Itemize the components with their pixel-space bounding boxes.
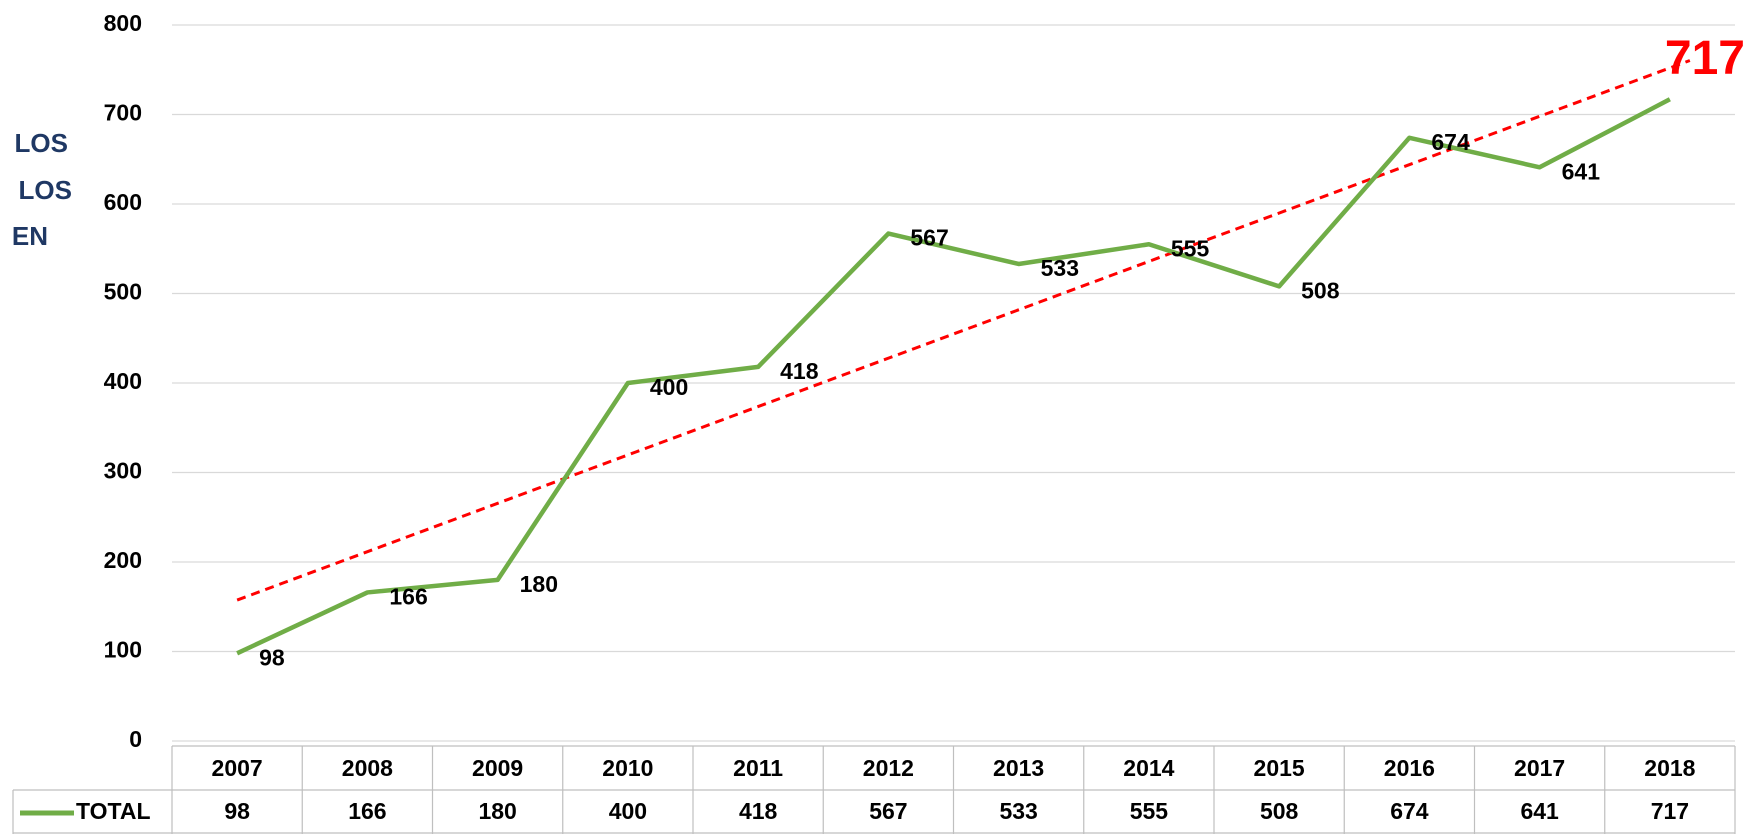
table-value: 508 <box>1260 798 1299 824</box>
y-tick-label: 100 <box>104 637 142 663</box>
data-label: 567 <box>910 225 948 251</box>
side-text: EN <box>12 221 48 251</box>
legend-label: TOTAL <box>76 798 151 824</box>
y-tick-label: 300 <box>104 458 142 484</box>
y-tick-label: 500 <box>104 279 142 305</box>
table-value: 180 <box>478 798 516 824</box>
x-tick-label: 2017 <box>1514 755 1565 781</box>
x-tick-label: 2008 <box>342 755 393 781</box>
x-tick-label: 2009 <box>472 755 523 781</box>
data-label: 555 <box>1171 235 1210 261</box>
x-tick-label: 2013 <box>993 755 1044 781</box>
table-value: 674 <box>1390 798 1429 824</box>
table-value: 400 <box>609 798 647 824</box>
data-label: 717 <box>1665 32 1745 85</box>
y-tick-label: 600 <box>104 189 142 215</box>
data-label: 508 <box>1301 277 1340 303</box>
y-tick-label: 200 <box>104 547 142 573</box>
data-label: 98 <box>259 644 285 670</box>
table-value: 418 <box>739 798 778 824</box>
x-tick-label: 2012 <box>863 755 914 781</box>
side-text: LOS <box>15 128 68 158</box>
x-tick-label: 2007 <box>212 755 263 781</box>
line-series <box>236 97 1671 656</box>
table-value: 717 <box>1651 798 1689 824</box>
data-label: 674 <box>1431 129 1470 155</box>
x-tick-label: 2010 <box>602 755 653 781</box>
x-tick-label: 2014 <box>1123 755 1174 781</box>
table-value: 555 <box>1130 798 1169 824</box>
data-label: 180 <box>520 571 558 597</box>
y-tick-label: 0 <box>129 726 142 752</box>
table-value: 533 <box>999 798 1037 824</box>
table-value: 567 <box>869 798 907 824</box>
data-label: 641 <box>1562 158 1601 184</box>
y-tick-label: 700 <box>104 100 142 126</box>
data-label: 400 <box>650 374 688 400</box>
table-value: 98 <box>224 798 250 824</box>
trendline <box>236 59 1691 602</box>
side-text: LOS <box>19 175 72 205</box>
data-label: 533 <box>1041 255 1079 281</box>
x-tick-label: 2016 <box>1384 755 1435 781</box>
x-tick-label: 2011 <box>733 755 783 781</box>
y-tick-label: 800 <box>104 10 142 36</box>
x-tick-label: 2018 <box>1644 755 1695 781</box>
data-label: 418 <box>780 358 819 384</box>
table-value: 641 <box>1520 798 1559 824</box>
x-tick-label: 2015 <box>1254 755 1305 781</box>
table-value: 166 <box>348 798 386 824</box>
data-label: 166 <box>389 584 427 610</box>
y-tick-label: 400 <box>104 368 142 394</box>
